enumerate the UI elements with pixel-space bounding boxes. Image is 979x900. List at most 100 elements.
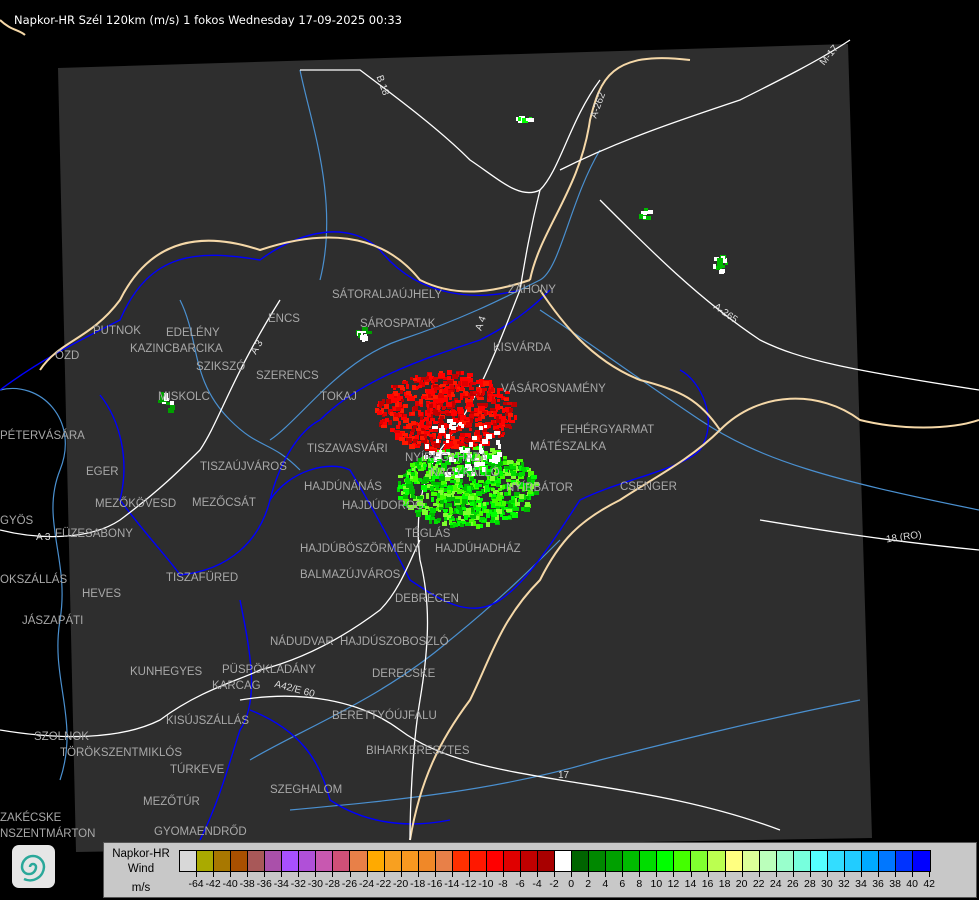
echo-pixel xyxy=(465,511,471,515)
echo-pixel xyxy=(713,264,716,269)
legend-swatch xyxy=(657,851,675,871)
echo-pixel xyxy=(491,502,496,506)
place-label: TISZAÚJVÁROS xyxy=(200,461,287,473)
echo-pixel xyxy=(445,410,449,415)
echo-pixel xyxy=(526,496,529,499)
echo-pixel xyxy=(397,396,403,401)
echo-pixel xyxy=(460,489,466,492)
legend-tick-label: -32 xyxy=(290,878,306,890)
echo-pixel xyxy=(395,432,398,436)
legend-tick xyxy=(417,871,419,877)
echo-pixel xyxy=(459,436,465,440)
legend-swatch xyxy=(913,851,931,871)
echo-pixel xyxy=(477,389,480,392)
echo-pixel xyxy=(505,424,511,428)
place-label: BALMAZÚJVÁROS xyxy=(300,569,401,581)
place-label: CSENGER xyxy=(620,481,677,493)
legend-tick xyxy=(912,871,914,877)
echo-pixel xyxy=(506,479,511,482)
echo-pixel xyxy=(486,434,492,439)
echo-pixel xyxy=(402,381,408,384)
echo-pixel xyxy=(503,402,507,405)
echo-pixel xyxy=(414,481,417,484)
echo-pixel xyxy=(440,500,444,504)
echo-pixel xyxy=(431,441,436,445)
echo-pixel xyxy=(471,472,475,476)
echo-pixel xyxy=(510,466,516,469)
echo-pixel xyxy=(502,485,505,489)
legend-swatch xyxy=(265,851,283,871)
echo-pixel xyxy=(483,381,489,386)
echo-pixel xyxy=(481,414,485,419)
echo-pixel xyxy=(513,482,518,485)
echo-pixel xyxy=(485,488,490,492)
echo-pixel xyxy=(384,404,389,409)
echo-pixel xyxy=(497,461,503,466)
echo-pixel xyxy=(453,381,457,385)
echo-pixel xyxy=(497,399,500,402)
echo-pixel xyxy=(396,425,400,429)
echo-pixel xyxy=(440,485,444,488)
echo-pixel xyxy=(494,394,500,397)
echo-pixel xyxy=(413,378,417,381)
echo-pixel xyxy=(409,444,415,449)
echo-pixel xyxy=(491,387,494,392)
place-label: TOKAJ xyxy=(320,391,357,403)
echo-pixel xyxy=(500,485,503,488)
echo-pixel xyxy=(411,494,414,498)
echo-pixel xyxy=(459,447,463,450)
echo-pixel xyxy=(406,384,409,389)
echo-pixel xyxy=(494,431,500,435)
echo-pixel xyxy=(505,466,510,469)
echo-pixel xyxy=(395,402,401,407)
echo-pixel xyxy=(470,493,474,496)
legend-swatch xyxy=(197,851,215,871)
legend-swatch xyxy=(725,851,743,871)
legend-swatch xyxy=(282,851,300,871)
legend-swatch xyxy=(367,851,385,871)
echo-pixel xyxy=(524,507,530,512)
echo-pixel xyxy=(386,399,392,404)
echo-pixel xyxy=(433,475,438,479)
echo-pixel xyxy=(449,424,452,429)
echo-pixel xyxy=(498,467,502,471)
echo-pixel xyxy=(438,490,443,495)
echo-pixel xyxy=(486,455,492,459)
echo-pixel xyxy=(514,415,517,420)
echo-pixel xyxy=(419,380,422,385)
echo-pixel xyxy=(459,422,462,426)
echo-pixel xyxy=(433,385,439,388)
echo-pixel xyxy=(439,468,442,473)
legend-tick-label: -8 xyxy=(498,878,508,890)
echo-pixel xyxy=(435,464,438,468)
echo-pixel xyxy=(496,474,501,477)
echo-pixel xyxy=(421,479,427,484)
echo-pixel xyxy=(472,499,475,503)
echo-pixel xyxy=(467,373,473,377)
echo-pixel xyxy=(410,474,413,479)
legend-tick-label: -2 xyxy=(549,878,559,890)
echo-pixel xyxy=(476,524,480,529)
place-label: MÁTÉSZALKA xyxy=(530,441,607,453)
echo-pixel xyxy=(490,476,495,481)
echo-pixel xyxy=(379,422,382,427)
echo-pixel xyxy=(528,118,534,122)
echo-pixel xyxy=(725,262,728,265)
legend-tick-label: 32 xyxy=(838,878,850,890)
echo-pixel xyxy=(447,515,452,520)
legend-swatch xyxy=(691,851,709,871)
echo-pixel xyxy=(473,447,479,450)
echo-pixel xyxy=(469,442,473,447)
echo-pixel xyxy=(721,258,727,263)
echo-pixel xyxy=(455,452,461,455)
echo-pixel xyxy=(467,402,471,405)
echo-pixel xyxy=(438,419,443,422)
echo-pixel xyxy=(501,507,504,512)
echo-pixel xyxy=(438,398,444,403)
echo-pixel xyxy=(383,422,387,425)
legend-swatch xyxy=(401,851,419,871)
echo-pixel xyxy=(469,507,474,511)
echo-pixel xyxy=(439,503,443,507)
echo-pixel xyxy=(438,433,441,438)
echo-pixel xyxy=(451,459,456,462)
